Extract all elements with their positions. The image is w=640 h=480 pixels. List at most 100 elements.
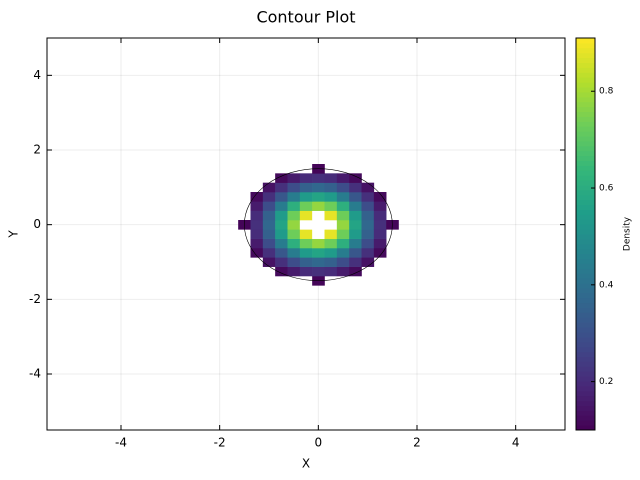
heatmap-cell xyxy=(324,192,338,202)
colorbar-frame xyxy=(575,37,596,431)
colorbar-segment xyxy=(576,52,595,59)
colorbar-segment xyxy=(576,47,595,54)
colorbar-segment xyxy=(576,67,595,73)
colorbar-segment xyxy=(576,136,595,142)
colorbar-segment xyxy=(576,87,595,93)
colorbar-segment xyxy=(576,126,595,132)
colorbar-segment xyxy=(576,165,595,171)
colorbar-segment xyxy=(576,341,595,348)
heatmap-cell xyxy=(262,257,276,267)
colorbar-segment xyxy=(576,395,595,402)
heatmap-cell xyxy=(349,192,362,202)
heatmap-cell xyxy=(299,238,313,249)
heatmap-cell xyxy=(361,229,375,239)
colorbar-segment xyxy=(576,336,595,343)
heatmap-cell xyxy=(373,210,387,221)
colorbar-segment xyxy=(576,248,595,255)
colorbar-segment xyxy=(576,72,595,78)
colorbar-segment xyxy=(576,160,595,166)
heatmap-cell xyxy=(287,257,301,267)
heatmap-cell xyxy=(324,210,338,221)
heatmap-cell xyxy=(312,192,325,202)
colorbar-segment xyxy=(576,312,595,318)
heatmap-cell xyxy=(287,229,301,239)
plot-frame xyxy=(46,37,566,431)
heatmap-cell xyxy=(336,248,350,258)
heatmap-cell xyxy=(361,238,375,249)
heatmap-cell xyxy=(250,238,264,249)
heatmap-cell xyxy=(299,201,313,211)
colorbar-segment xyxy=(576,189,595,196)
heatmap-cell xyxy=(324,173,338,183)
heatmap-cell xyxy=(324,182,338,193)
heatmap-cell xyxy=(336,266,350,277)
colorbar-segment xyxy=(576,268,595,274)
heatmap-cell xyxy=(312,257,325,267)
colorbar-segment xyxy=(576,405,595,411)
colorbar-tick-label: 0.4 xyxy=(599,280,614,290)
colorbar-segment xyxy=(576,57,595,63)
y-tick-label: 0 xyxy=(33,217,41,231)
heatmap-cell xyxy=(336,238,350,249)
colorbar-segment xyxy=(576,376,595,382)
heatmap-cell xyxy=(312,220,325,230)
colorbar-segment xyxy=(576,420,595,426)
heatmap-cell xyxy=(373,238,387,249)
heatmap-cell xyxy=(312,248,325,258)
y-tick-label: -2 xyxy=(29,292,41,306)
y-tick-label: 2 xyxy=(33,143,41,157)
heatmap-cell xyxy=(299,266,313,277)
colorbar-segment xyxy=(576,346,595,353)
colorbar-segment xyxy=(576,101,595,108)
heatmap-cell xyxy=(275,238,288,249)
heatmap-cell xyxy=(324,248,338,258)
heatmap-cell xyxy=(299,248,313,258)
heatmap-cell xyxy=(336,229,350,239)
colorbar-segment xyxy=(576,351,595,357)
x-tick-label: 0 xyxy=(315,436,323,450)
colorbar-segment xyxy=(576,366,595,372)
heatmap-cell xyxy=(349,173,362,183)
colorbar-segment xyxy=(576,356,595,362)
colorbar-segment xyxy=(576,292,595,299)
heatmap-cell xyxy=(349,201,362,211)
heatmap-cell xyxy=(373,201,387,211)
colorbar-segment xyxy=(576,91,595,98)
heatmap-cell xyxy=(312,182,325,193)
heatmap-cell xyxy=(312,210,325,221)
heatmap-cell xyxy=(349,210,362,221)
heatmap-cell xyxy=(275,192,288,202)
colorbar-segment xyxy=(576,415,595,421)
colorbar-segment xyxy=(576,175,595,181)
colorbar-segment xyxy=(576,297,595,304)
colorbar-segment xyxy=(576,287,595,294)
colorbar-segment xyxy=(576,219,595,225)
colorbar-segment xyxy=(576,234,595,240)
heatmap-cell xyxy=(287,238,301,249)
heatmap-cell xyxy=(373,229,387,239)
colorbar-segment xyxy=(576,62,595,68)
heatmap-cell xyxy=(275,257,288,267)
colorbar-segment xyxy=(576,425,595,431)
chart-title: Contour Plot xyxy=(256,8,355,27)
x-tick-label: -2 xyxy=(214,436,226,450)
colorbar-segment xyxy=(576,332,595,338)
y-axis-label: Y xyxy=(7,230,21,239)
heatmap-cell xyxy=(336,210,350,221)
colorbar-segment xyxy=(576,42,595,49)
heatmap-cell xyxy=(262,201,276,211)
heatmap-cell xyxy=(299,182,313,193)
heatmap-cell xyxy=(336,182,350,193)
heatmap-cell xyxy=(349,182,362,193)
heatmap-cell xyxy=(262,238,276,249)
heatmap-cell xyxy=(287,201,301,211)
heatmap-cell xyxy=(275,229,288,239)
colorbar-segment xyxy=(576,224,595,230)
heatmap-cell xyxy=(361,248,375,258)
heatmap-cell xyxy=(262,248,276,258)
heatmap-cell xyxy=(275,173,288,183)
colorbar-segment xyxy=(576,82,595,88)
heatmap-cell xyxy=(361,210,375,221)
colorbar-segment xyxy=(576,302,595,308)
